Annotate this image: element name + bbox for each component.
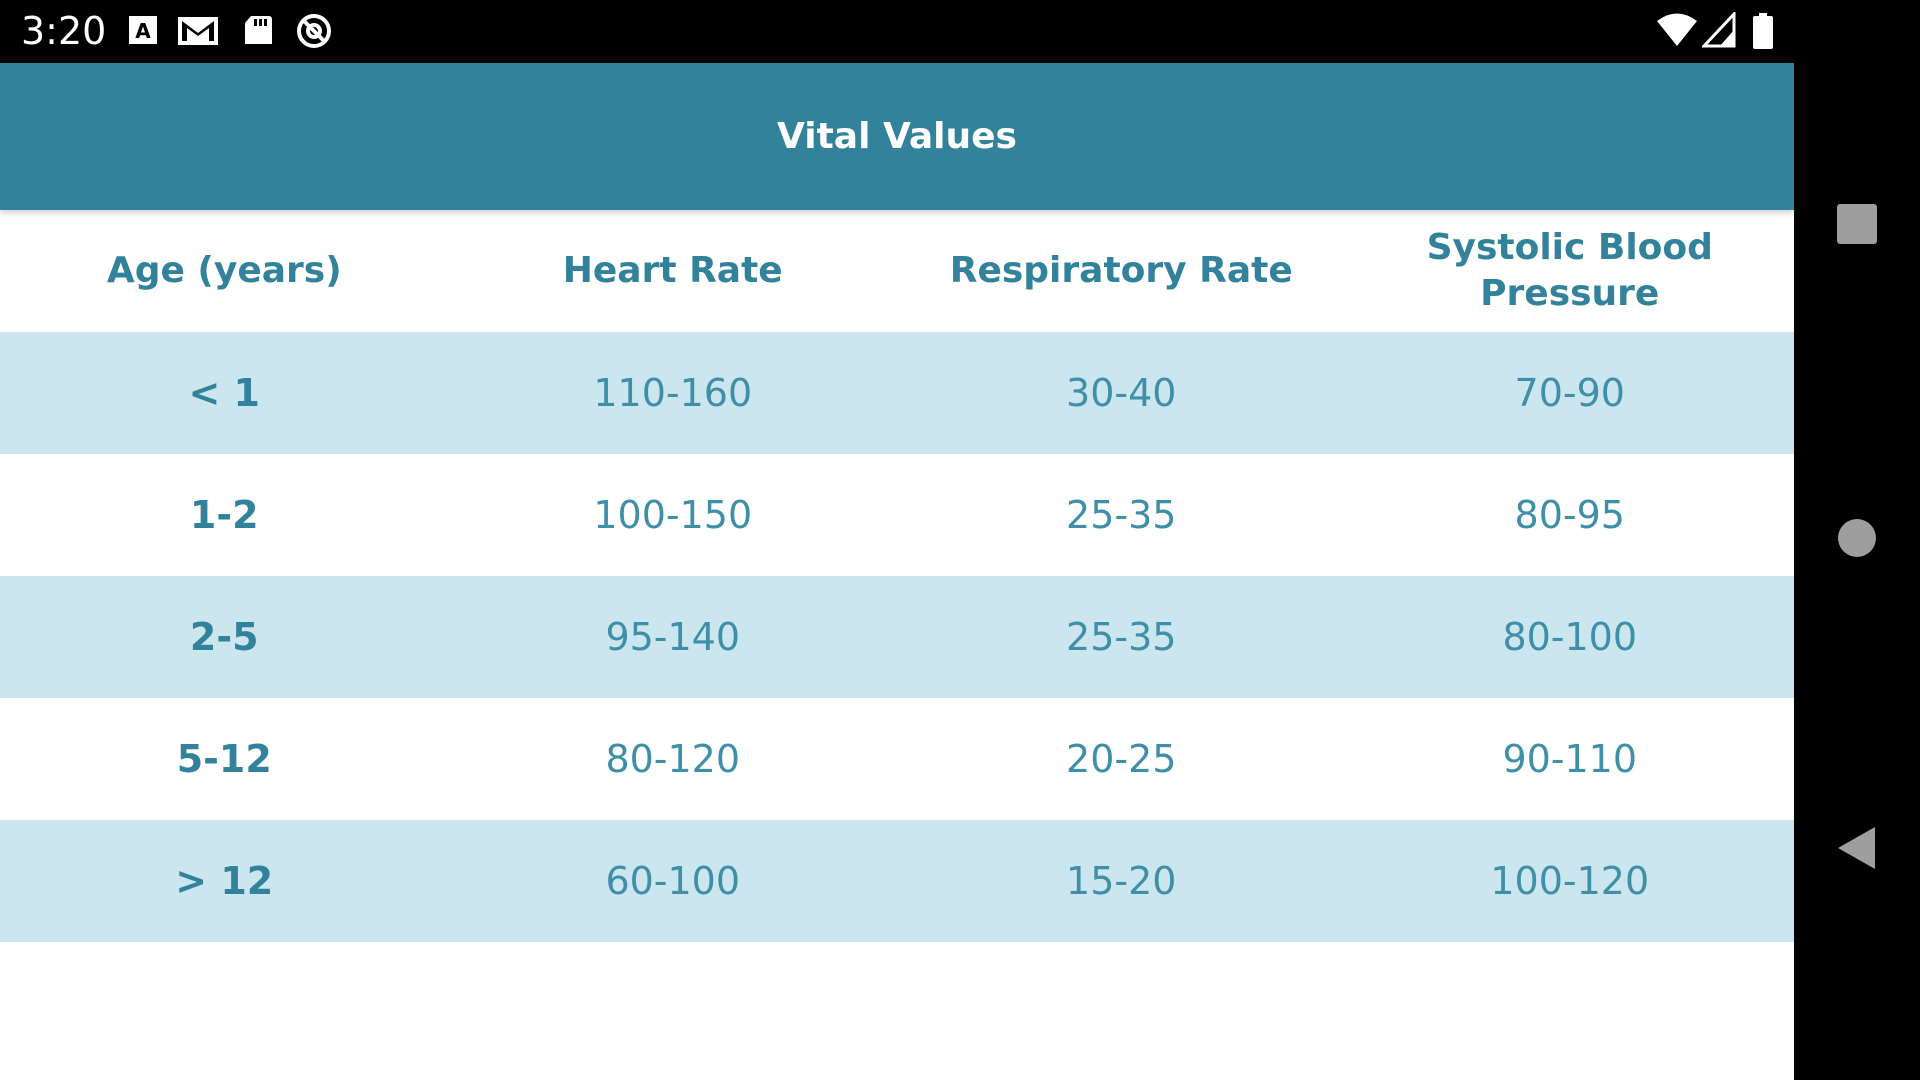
sd-card-icon	[241, 13, 275, 47]
respiratory-rate-cell: 25-35	[1066, 615, 1177, 659]
respiratory-rate-cell: 20-25	[1066, 737, 1177, 781]
home-icon	[1837, 518, 1877, 562]
age-cell: 1-2	[189, 493, 259, 537]
wifi-icon	[1656, 12, 1698, 52]
respiratory-rate-cell: 15-20	[1066, 859, 1177, 903]
back-icon	[1837, 826, 1877, 874]
heart-rate-cell: 80-120	[605, 737, 741, 781]
navigation-bar	[1794, 0, 1920, 1080]
systolic-bp-cell: 80-95	[1514, 493, 1625, 537]
recents-button[interactable]	[1794, 180, 1920, 272]
keyboard-a-icon: A	[126, 13, 160, 47]
back-button[interactable]	[1794, 804, 1920, 896]
page-title: Vital Values	[777, 116, 1017, 157]
status-bar: 3:20 A	[0, 0, 1794, 63]
table-row: < 1 110-160 30-40 70-90	[0, 332, 1794, 454]
table-row: > 12 60-100 15-20 100-120	[0, 820, 1794, 942]
heart-rate-cell: 95-140	[605, 615, 741, 659]
vital-values-table: Age (years) Heart Rate Respiratory Rate …	[0, 210, 1794, 942]
age-cell: 2-5	[189, 615, 259, 659]
status-time: 3:20	[21, 9, 107, 53]
gmail-icon	[176, 13, 220, 47]
age-cell: < 1	[188, 371, 260, 415]
header-respiratory-rate: Respiratory Rate	[949, 250, 1293, 291]
systolic-bp-cell: 80-100	[1502, 615, 1638, 659]
app-content: Vital Values Age (years) Heart Rate Resp…	[0, 63, 1794, 1080]
header-systolic-bp: Systolic Blood Pressure	[1426, 227, 1713, 314]
systolic-bp-cell: 90-110	[1502, 737, 1638, 781]
systolic-bp-cell: 70-90	[1514, 371, 1625, 415]
respiratory-rate-cell: 25-35	[1066, 493, 1177, 537]
heart-rate-cell: 110-160	[593, 371, 753, 415]
signal-icon	[1700, 10, 1736, 52]
systolic-bp-cell: 100-120	[1490, 859, 1650, 903]
table-row: 2-5 95-140 25-35 80-100	[0, 576, 1794, 698]
age-cell: 5-12	[176, 737, 272, 781]
svg-text:A: A	[135, 19, 151, 43]
header-age: Age (years)	[106, 250, 342, 291]
table-header-row: Age (years) Heart Rate Respiratory Rate …	[0, 210, 1794, 332]
recents-icon	[1837, 204, 1877, 248]
table-row: 5-12 80-120 20-25 90-110	[0, 698, 1794, 820]
home-button[interactable]	[1794, 494, 1920, 586]
header-heart-rate: Heart Rate	[562, 250, 783, 291]
heart-rate-cell: 100-150	[593, 493, 753, 537]
at-sign-icon	[295, 12, 333, 50]
table-row: 1-2 100-150 25-35 80-95	[0, 454, 1794, 576]
age-cell: > 12	[175, 859, 274, 903]
heart-rate-cell: 60-100	[605, 859, 741, 903]
toolbar: Vital Values	[0, 63, 1794, 210]
battery-icon	[1752, 12, 1774, 54]
respiratory-rate-cell: 30-40	[1066, 371, 1177, 415]
